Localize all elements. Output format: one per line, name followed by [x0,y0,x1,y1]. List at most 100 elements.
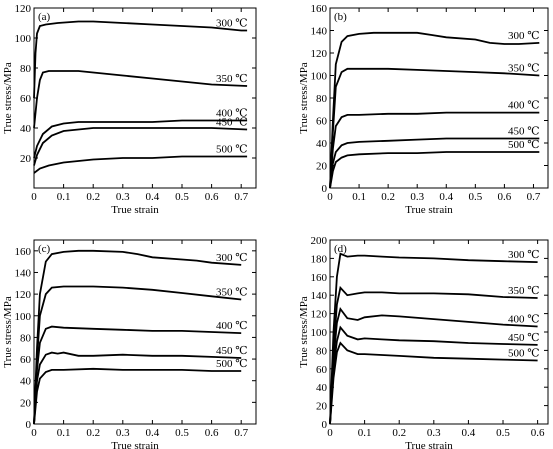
x-tick-label: 0.7 [234,427,248,439]
plot-frame [33,7,257,189]
y-tick-label: 60 [20,93,32,105]
series-line-3 [329,306,538,425]
chart-panel-2: 0 0.1 0.2 0.3 0.4 0.5 0.6 0.7 0 20 40 60 80 100 120 140… [298,3,549,216]
y-tick-label: 120 [15,289,32,301]
series-line-4 [329,325,538,425]
x-tick-label: 0.7 [234,191,248,203]
series-label: 350 ℃ [216,73,248,85]
chart-panel-1: 0 0.1 0.2 0.3 0.4 0.5 0.6 0.7 20 40 60 80 100 120 True… [2,3,257,216]
y-tick-label: 60 [316,364,328,376]
y-tick-label: 120 [311,48,328,60]
series-line-1 [33,20,248,99]
series-label: 350 ℃ [216,287,248,299]
x-tick-label: 0.3 [116,427,130,439]
panel-label: (b) [334,11,347,23]
y-tick-label: 140 [15,267,32,279]
y-tick-label: 60 [316,116,328,128]
y-tick-label: 120 [311,309,328,321]
x-tick-label: 0.4 [439,191,453,203]
series-line-3 [33,325,242,425]
y-tick-label: 160 [311,3,328,15]
y-axis-label: True stress/MPa [298,296,310,368]
series-line-2 [329,285,538,425]
panel-label: (a) [38,11,51,23]
series-line-5 [33,155,248,174]
series-line-1 [33,249,242,425]
series-label: 450 ℃ [508,332,540,344]
y-tick-label: 140 [311,290,328,302]
y-tick-label: 100 [15,33,32,45]
x-tick-label: 0.6 [498,191,512,203]
x-tick-label: 0.2 [86,427,100,439]
y-tick-label: 100 [15,311,32,323]
y-tick-label: 20 [20,153,32,165]
series-line-1 [329,252,538,425]
y-tick-label: 0 [26,419,32,431]
y-tick-label: 40 [20,123,32,135]
y-tick-label: 100 [311,71,328,83]
x-tick-label: 0.4 [146,191,160,203]
series-label: 450 ℃ [216,117,248,129]
x-tick-label: 0.5 [175,427,189,439]
x-tick-label: 0.5 [175,191,189,203]
y-tick-label: 20 [316,161,328,173]
y-axis-label: True stress/MPa [2,296,14,368]
y-tick-label: 100 [311,327,328,339]
series-label: 400 ℃ [508,313,540,325]
series-line-5 [329,341,538,425]
panel-label: (d) [334,243,347,255]
x-tick-label: 0.6 [205,427,219,439]
chart-panel-3: 0 0.1 0.2 0.3 0.4 0.5 0.6 0.7 0 20 40 60 80 100 120 140… [2,239,257,449]
series-label: 300 ℃ [508,249,540,261]
series-line-4 [329,137,540,189]
x-tick-label: 0.6 [531,427,545,439]
y-tick-label: 160 [311,272,328,284]
panel-label: (c) [38,243,51,255]
x-tick-label: 0.1 [57,191,71,203]
series-label: 350 ℃ [508,63,540,75]
series-line-2 [33,70,248,129]
x-tick-label: 0.2 [86,191,100,203]
plot-frame [33,239,257,425]
y-tick-label: 0 [322,419,328,431]
x-tick-label: 0.5 [468,191,482,203]
x-axis-label: True strain [405,204,453,216]
x-tick-label: 0.3 [410,191,424,203]
y-tick-label: 0 [322,183,328,195]
series-label: 300 ℃ [216,252,248,264]
y-axis-label: True stress/MPa [298,62,310,134]
y-axis-label: True stress/MPa [2,62,14,134]
series-line-2 [33,285,242,425]
series-label: 400 ℃ [216,108,248,120]
y-tick-label: 200 [311,235,328,247]
series-line-2 [329,67,540,189]
y-tick-label: 160 [15,246,32,258]
y-tick-label: 80 [316,93,328,105]
series-line-1 [329,31,540,189]
x-tick-label: 0 [327,191,333,203]
x-axis-label: True strain [111,204,159,216]
x-tick-label: 0 [31,191,37,203]
series-label: 500 ℃ [216,144,248,156]
x-tick-label: 0.1 [352,191,366,203]
y-tick-label: 80 [20,332,32,344]
y-tick-label: 80 [316,345,328,357]
x-tick-label: 0.4 [146,427,160,439]
series-line-3 [33,119,248,159]
x-tick-label: 0.7 [527,191,541,203]
series-label: 500 ℃ [508,348,540,360]
x-tick-label: 0.2 [381,191,395,203]
series-line-5 [329,151,540,189]
series-label: 350 ℃ [508,285,540,297]
series-line-4 [33,351,242,425]
series-label: 500 ℃ [508,139,540,151]
x-tick-label: 0.4 [462,427,476,439]
x-tick-label: 0.5 [496,427,510,439]
x-tick-label: 0 [327,427,333,439]
chart-panel-4: 0 0.1 0.2 0.3 0.4 0.5 0.6 0 20 40 60 80 100 120 140 160… [298,235,549,449]
x-axis-label: True strain [111,440,159,449]
y-tick-label: 80 [20,63,32,75]
x-tick-label: 0.2 [392,427,406,439]
y-tick-label: 120 [15,3,32,15]
